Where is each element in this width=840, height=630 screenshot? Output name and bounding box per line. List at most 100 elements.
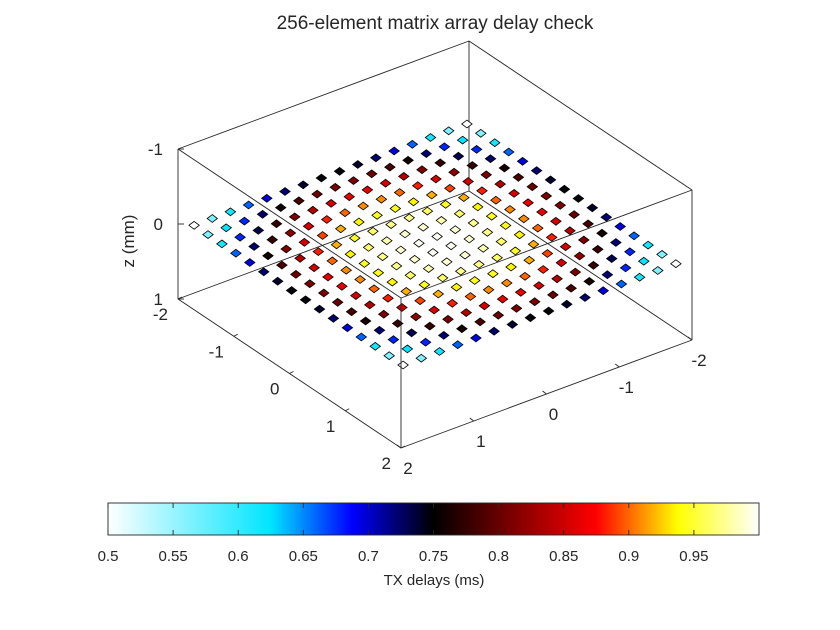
element-marker	[383, 351, 396, 361]
element-marker	[390, 261, 403, 271]
element-marker	[527, 239, 540, 249]
colorbar: 0.5 0.55 0.6 0.65 0.7 0.75 0.8 0.85 0.9 0.95 TX d…	[98, 502, 760, 589]
element-marker	[523, 255, 536, 265]
element-marker	[421, 206, 434, 216]
element-marker	[509, 246, 522, 256]
element-marker	[418, 280, 431, 290]
element-marker	[462, 177, 474, 186]
element-marker	[329, 182, 342, 192]
element-marker	[408, 254, 421, 264]
element-marker	[290, 270, 302, 279]
element-marker	[444, 183, 456, 193]
element-marker	[579, 293, 591, 302]
colorbar-label: TX delays (ms)	[384, 572, 485, 589]
element-marker	[504, 205, 516, 214]
element-marker	[516, 156, 529, 166]
element-markers	[188, 119, 682, 370]
element-marker	[260, 193, 273, 203]
element-marker	[188, 220, 200, 230]
element-marker	[430, 174, 442, 184]
element-marker	[442, 314, 454, 324]
colorbar-tick-label: 0.75	[419, 548, 448, 565]
element-marker	[266, 235, 279, 245]
element-marker	[637, 256, 650, 266]
element-marker	[312, 247, 325, 256]
element-marker	[547, 290, 559, 300]
tick-mark	[687, 336, 693, 341]
element-marker	[466, 161, 479, 170]
z-tick-label: 1	[154, 290, 163, 309]
element-marker	[615, 279, 628, 289]
element-marker	[234, 232, 246, 242]
element-marker	[334, 224, 347, 234]
x-tick-label: -2	[153, 305, 168, 324]
element-marker	[438, 142, 451, 152]
element-marker	[476, 186, 488, 196]
element-marker	[528, 297, 541, 307]
element-marker	[605, 254, 618, 263]
element-marker	[505, 262, 517, 272]
element-marker	[508, 189, 520, 198]
element-marker	[502, 147, 515, 157]
element-marker	[540, 191, 553, 201]
axis-edge	[177, 40, 470, 150]
element-marker	[582, 219, 594, 229]
element-marker	[373, 325, 386, 335]
element-marker	[425, 190, 438, 200]
element-marker	[470, 333, 482, 343]
element-marker	[410, 312, 422, 322]
element-marker	[330, 240, 343, 250]
element-marker	[413, 238, 425, 248]
element-marker	[555, 258, 568, 268]
z-axis-ticks: -1 0 1	[148, 140, 184, 309]
element-marker	[369, 341, 382, 351]
z-axis-label: z (mm)	[119, 215, 138, 268]
element-marker	[276, 260, 288, 270]
element-marker	[365, 169, 378, 179]
element-marker	[326, 256, 339, 266]
element-marker	[293, 196, 305, 206]
element-marker	[331, 297, 344, 307]
element-marker	[336, 281, 348, 291]
x-tick-label: 1	[326, 417, 335, 436]
element-marker	[372, 268, 385, 278]
element-marker	[514, 287, 527, 297]
element-marker	[554, 200, 567, 210]
element-marker	[488, 138, 501, 148]
element-marker	[522, 198, 534, 208]
element-marker	[624, 247, 636, 257]
element-marker	[345, 307, 358, 317]
element-marker	[435, 216, 448, 225]
element-marker	[565, 283, 577, 293]
element-marker	[422, 264, 435, 273]
element-marker	[367, 226, 379, 236]
element-marker	[587, 260, 600, 270]
y-tick-label: -2	[691, 351, 706, 370]
element-marker	[495, 237, 508, 246]
element-marker	[238, 216, 251, 226]
element-marker	[397, 360, 409, 370]
element-marker	[252, 226, 265, 235]
element-marker	[343, 192, 356, 202]
z-tick-label: 0	[154, 215, 163, 234]
element-marker	[560, 299, 573, 309]
element-marker	[510, 304, 523, 313]
colorbar-gradient	[107, 502, 760, 536]
chart-title: 256-element matrix array delay check	[277, 13, 594, 34]
element-marker	[459, 250, 471, 260]
y-tick-label: 2	[403, 459, 412, 478]
element-marker	[400, 287, 413, 296]
element-marker	[544, 175, 557, 185]
element-marker	[340, 265, 353, 275]
element-marker	[313, 304, 326, 314]
element-marker	[294, 253, 306, 263]
element-marker	[401, 344, 414, 354]
element-marker	[404, 270, 417, 280]
element-marker	[302, 221, 315, 231]
element-marker	[415, 353, 428, 363]
element-marker	[559, 242, 572, 252]
element-marker	[402, 155, 414, 165]
element-marker	[341, 323, 354, 333]
x-tick-label: 2	[382, 454, 391, 473]
element-marker	[411, 181, 424, 191]
